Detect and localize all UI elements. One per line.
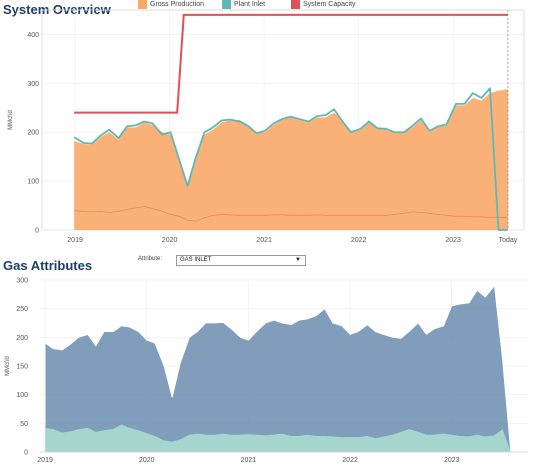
x-tick-label: 2021 <box>256 237 272 244</box>
plant-inlet-area <box>44 284 512 453</box>
secondary-series-line <box>74 206 508 222</box>
legend-item-gross-production[interactable]: Gross Production <box>138 0 204 9</box>
y-tick-label: 100 <box>16 392 28 399</box>
gas-attributes-title: Gas Attributes <box>3 258 93 273</box>
plant-inlet-line <box>73 87 508 231</box>
caret-down-icon: ▼ <box>295 257 301 263</box>
x-tick-label: 2019 <box>37 457 53 464</box>
x-tick-label: 2019 <box>67 237 83 244</box>
x-tick-label: 2021 <box>241 457 257 464</box>
x-tick-label: 2023 <box>445 237 461 244</box>
y-tick-label: 300 <box>27 81 39 88</box>
legend-item-plant-inlet[interactable]: Plant Inlet <box>222 0 265 9</box>
y-tick-label: 250 <box>16 306 28 313</box>
x-tick-label: Today <box>499 237 518 244</box>
x-tick-label: 2022 <box>351 237 367 244</box>
y-axis-label: MMcf/d <box>8 110 14 130</box>
x-tick-label: 2020 <box>162 237 178 244</box>
x-tick-label: 2023 <box>444 457 460 464</box>
legend-item-system-capacity[interactable]: System Capacity <box>291 0 356 9</box>
y-tick-label: 200 <box>16 335 28 342</box>
system-capacity-line <box>74 13 508 114</box>
attribute-label: Attribute: <box>138 256 163 262</box>
y-tick-label: 0 <box>35 228 39 235</box>
gross-production-area <box>74 89 508 230</box>
legend-label: Plant Inlet <box>234 1 266 8</box>
y-tick-label: 400 <box>27 32 39 39</box>
legend-label: System Capacity <box>303 1 356 8</box>
y-tick-label: 300 <box>16 278 28 285</box>
x-tick-label: 2020 <box>139 457 155 464</box>
legend-label: Gross Production <box>150 1 205 8</box>
attribute-dropdown[interactable]: GAS INLET ▼ <box>176 255 306 266</box>
system-overview-title: System Overview <box>3 2 111 17</box>
legend-swatch-plant-inlet <box>222 0 231 9</box>
y-tick-label: 150 <box>16 364 28 371</box>
y-tick-label: 100 <box>27 179 39 186</box>
y-tick-label: 200 <box>27 130 39 137</box>
gross-production-area <box>45 424 511 452</box>
attribute-selected-value: GAS INLET <box>180 257 212 263</box>
legend-swatch-system-capacity <box>291 0 300 9</box>
x-tick-label: 2022 <box>342 457 358 464</box>
y-axis-label: MMcf/d <box>5 356 11 376</box>
legend-swatch-gross-production <box>138 0 147 9</box>
y-tick-label: 50 <box>20 421 28 428</box>
y-tick-label: 0 <box>24 450 28 457</box>
